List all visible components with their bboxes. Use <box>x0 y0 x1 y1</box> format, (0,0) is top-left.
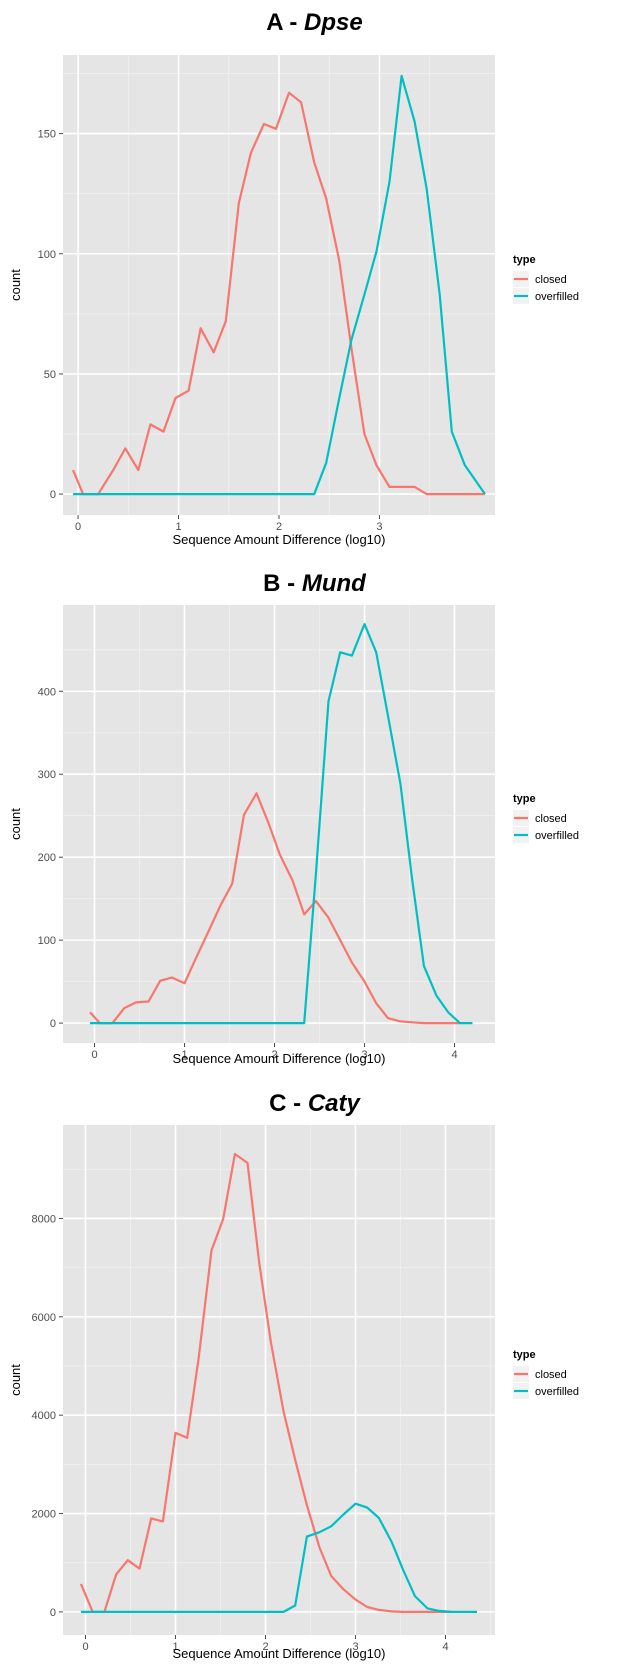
x-tick-label: 1 <box>181 1049 187 1061</box>
panel-b: B - Mund 0 1 2 3 4 0 100 200 300 400 Sequence Amoun… <box>0 555 629 1075</box>
x-tick-label: 4 <box>442 1641 448 1653</box>
x-axis-title: Sequence Amount Difference (log10) <box>173 1051 386 1066</box>
chart-title-prefix: C - <box>269 1090 308 1117</box>
legend-title: type <box>513 254 536 266</box>
y-tick-label: 6000 <box>32 1312 56 1324</box>
series-line-overfilled <box>73 74 486 496</box>
y-tick-label: 150 <box>38 129 56 141</box>
chart-c: C - Caty 0 1 2 3 4 0 2000 4000 6000 8000 Sequence A… <box>8 1090 579 1661</box>
y-axis-title: count <box>8 269 23 301</box>
legend-label-overfilled: overfilled <box>535 291 579 303</box>
y-axis-title: count <box>8 808 23 840</box>
y-tick-label: 0 <box>50 1607 56 1619</box>
x-tick-label: 0 <box>75 521 81 533</box>
x-tick-label: 2 <box>271 1049 277 1061</box>
y-axis-title: count <box>8 1364 23 1396</box>
y-tick-label: 50 <box>44 369 56 381</box>
x-tick-label: 0 <box>82 1641 88 1653</box>
x-tick-label: 2 <box>262 1641 268 1653</box>
series-line-closed <box>89 792 460 1025</box>
y-tick-label: 0 <box>50 489 56 501</box>
y-tick-label: 300 <box>38 769 56 781</box>
x-tick-label: 4 <box>451 1049 457 1061</box>
chart-b: B - Mund 0 1 2 3 4 0 100 200 300 400 Sequence Amoun… <box>8 570 579 1066</box>
x-axis-title: Sequence Amount Difference (log10) <box>173 532 386 547</box>
y-tick-label: 8000 <box>32 1213 56 1225</box>
chart-title-prefix: B - <box>263 570 302 597</box>
chart-title-prefix: A - <box>266 9 304 36</box>
chart-title-species: Mund <box>302 570 367 597</box>
chart-title: C - Caty <box>269 1090 361 1117</box>
x-tick-label: 3 <box>361 1049 367 1061</box>
plot-background <box>63 1125 495 1635</box>
x-tick-label: 1 <box>172 1641 178 1653</box>
series-line-closed <box>79 1152 451 1613</box>
chart-title: A - Dpse <box>266 9 362 36</box>
x-tick-label: 3 <box>352 1641 358 1653</box>
panel-a: A - Dpse 0 1 2 3 0 50 100 150 Sequence Amount Dif… <box>0 0 629 555</box>
legend-label-closed: closed <box>535 1369 567 1381</box>
chart-title-species: Caty <box>308 1090 362 1117</box>
legend-label-closed: closed <box>535 274 567 286</box>
legend-label-overfilled: overfilled <box>535 1386 579 1398</box>
y-tick-label: 2000 <box>32 1509 56 1521</box>
x-tick-label: 1 <box>175 521 181 533</box>
series-line-overfilled <box>81 1502 477 1613</box>
x-tick-label: 0 <box>91 1049 97 1061</box>
chart-title-species: Dpse <box>304 9 363 36</box>
y-tick-label: 200 <box>38 852 56 864</box>
chart-title: B - Mund <box>263 570 367 597</box>
x-tick-label: 2 <box>276 521 282 533</box>
y-tick-label: 400 <box>38 686 56 698</box>
legend-label-overfilled: overfilled <box>535 830 579 842</box>
series-line-overfilled <box>90 623 473 1025</box>
y-tick-label: 4000 <box>32 1410 56 1422</box>
chart-a: A - Dpse 0 1 2 3 0 50 100 150 Sequence Amount Dif… <box>8 9 579 547</box>
y-tick-label: 100 <box>38 935 56 947</box>
x-axis-title: Sequence Amount Difference (log10) <box>173 1646 386 1661</box>
legend-title: type <box>513 1349 536 1361</box>
legend-label-closed: closed <box>535 813 567 825</box>
panel-c: C - Caty 0 1 2 3 4 0 2000 4000 6000 8000 Sequence A… <box>0 1075 629 1667</box>
plot-background <box>63 605 495 1043</box>
y-tick-label: 0 <box>50 1018 56 1030</box>
x-tick-label: 3 <box>376 521 382 533</box>
series-line-closed <box>71 91 485 496</box>
y-tick-label: 100 <box>38 249 56 261</box>
legend-title: type <box>513 793 536 805</box>
